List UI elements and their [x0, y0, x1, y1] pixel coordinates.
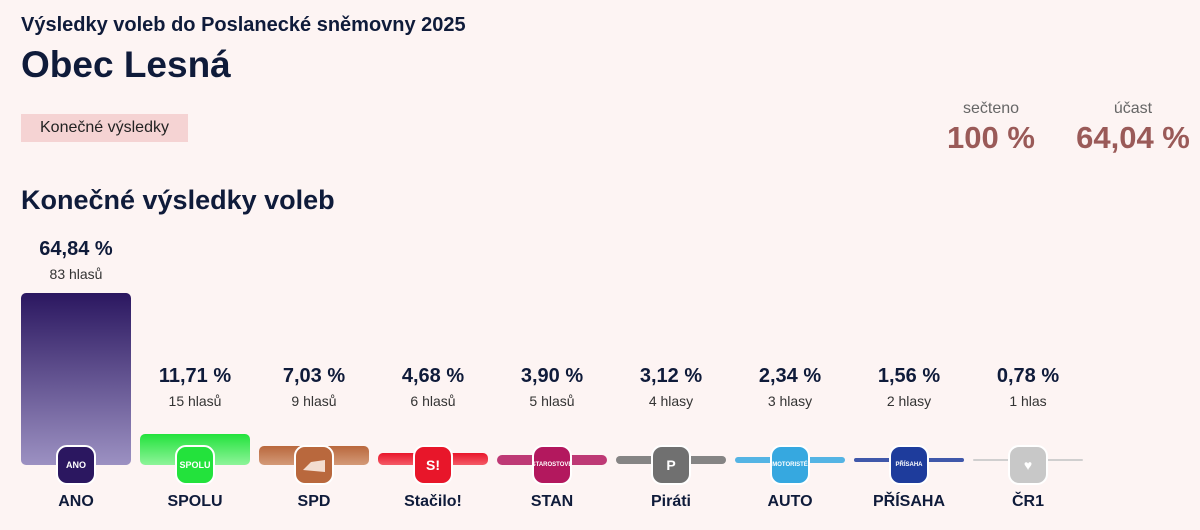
party-column[interactable]: 64,84 % 83 hlasů ANO ANO: [21, 0, 131, 530]
page-subtitle: Výsledky voleb do Poslanecké sněmovny 20…: [21, 14, 466, 36]
party-column[interactable]: 3,90 % 5 hlasů STAROSTOVÉ STAN: [497, 0, 607, 530]
party-logo-icon: PŘÍSAHA: [889, 445, 929, 485]
turnout-value: 64,04 %: [1076, 120, 1190, 155]
party-column[interactable]: 3,12 % 4 hlasy P Piráti: [616, 0, 726, 530]
party-logo-icon: MOTORISTÉ: [770, 445, 810, 485]
party-name: STAN: [530, 493, 574, 510]
percent-label: 64,84 %: [39, 238, 113, 260]
party-name: AUTO: [767, 493, 813, 510]
percent-label: 11,71 %: [158, 365, 232, 387]
party-column[interactable]: 2,34 % 3 hlasy MOTORISTÉ AUTO: [735, 0, 845, 530]
party-logo-icon: SPOLU: [175, 445, 215, 485]
votes-label: 5 hlasů: [529, 393, 575, 409]
party-name: ANO: [58, 493, 94, 510]
section-title: Konečné výsledky voleb: [21, 185, 335, 215]
party-column[interactable]: 0,78 % 1 hlas ♥ ČR1: [973, 0, 1083, 530]
percent-label: 7,03 %: [282, 365, 346, 387]
party-logo-icon: ANO: [56, 445, 96, 485]
party-name: PŘÍSAHA: [872, 493, 945, 510]
party-column[interactable]: 11,71 % 15 hlasů SPOLU SPOLU: [140, 0, 250, 530]
votes-label: 6 hlasů: [410, 393, 456, 409]
percent-label: 3,12 %: [639, 365, 703, 387]
party-name: SPOLU: [167, 493, 223, 510]
status-badge: Konečné výsledky: [21, 114, 188, 142]
counted-value: 100 %: [947, 120, 1035, 155]
party-name: ČR1: [1011, 493, 1044, 510]
bar: [21, 293, 131, 465]
percent-label: 4,68 %: [401, 365, 465, 387]
party-column[interactable]: 7,03 % 9 hlasů SPD: [259, 0, 369, 530]
party-logo-icon: P: [651, 445, 691, 485]
percent-label: 2,34 %: [758, 365, 822, 387]
votes-label: 3 hlasy: [767, 393, 813, 409]
party-logo-icon: [294, 445, 334, 485]
votes-label: 1 hlas: [1009, 393, 1047, 409]
party-logo-icon: S!: [413, 445, 453, 485]
counted-stat: sečteno 100 %: [945, 100, 1037, 156]
percent-label: 1,56 %: [877, 365, 941, 387]
party-name: Piráti: [650, 493, 691, 510]
counted-label: sečteno: [962, 100, 1020, 117]
party-name: SPD: [297, 493, 331, 510]
party-logo-icon: STAROSTOVÉ: [532, 445, 572, 485]
turnout-label: účast: [1113, 100, 1153, 117]
percent-label: 0,78 %: [996, 365, 1060, 387]
page-title: Obec Lesná: [21, 44, 231, 85]
party-column[interactable]: 1,56 % 2 hlasy PŘÍSAHA PŘÍSAHA: [854, 0, 964, 530]
party-logo-icon: ♥: [1008, 445, 1048, 485]
party-name: Stačilo!: [404, 493, 462, 510]
votes-label: 9 hlasů: [291, 393, 337, 409]
votes-label: 83 hlasů: [49, 266, 103, 282]
votes-label: 2 hlasy: [886, 393, 932, 409]
percent-label: 3,90 %: [520, 365, 584, 387]
turnout-stat: účast 64,04 %: [1073, 100, 1193, 156]
votes-label: 15 hlasů: [168, 393, 222, 409]
votes-label: 4 hlasy: [648, 393, 694, 409]
party-column[interactable]: 4,68 % 6 hlasů S! Stačilo!: [378, 0, 488, 530]
